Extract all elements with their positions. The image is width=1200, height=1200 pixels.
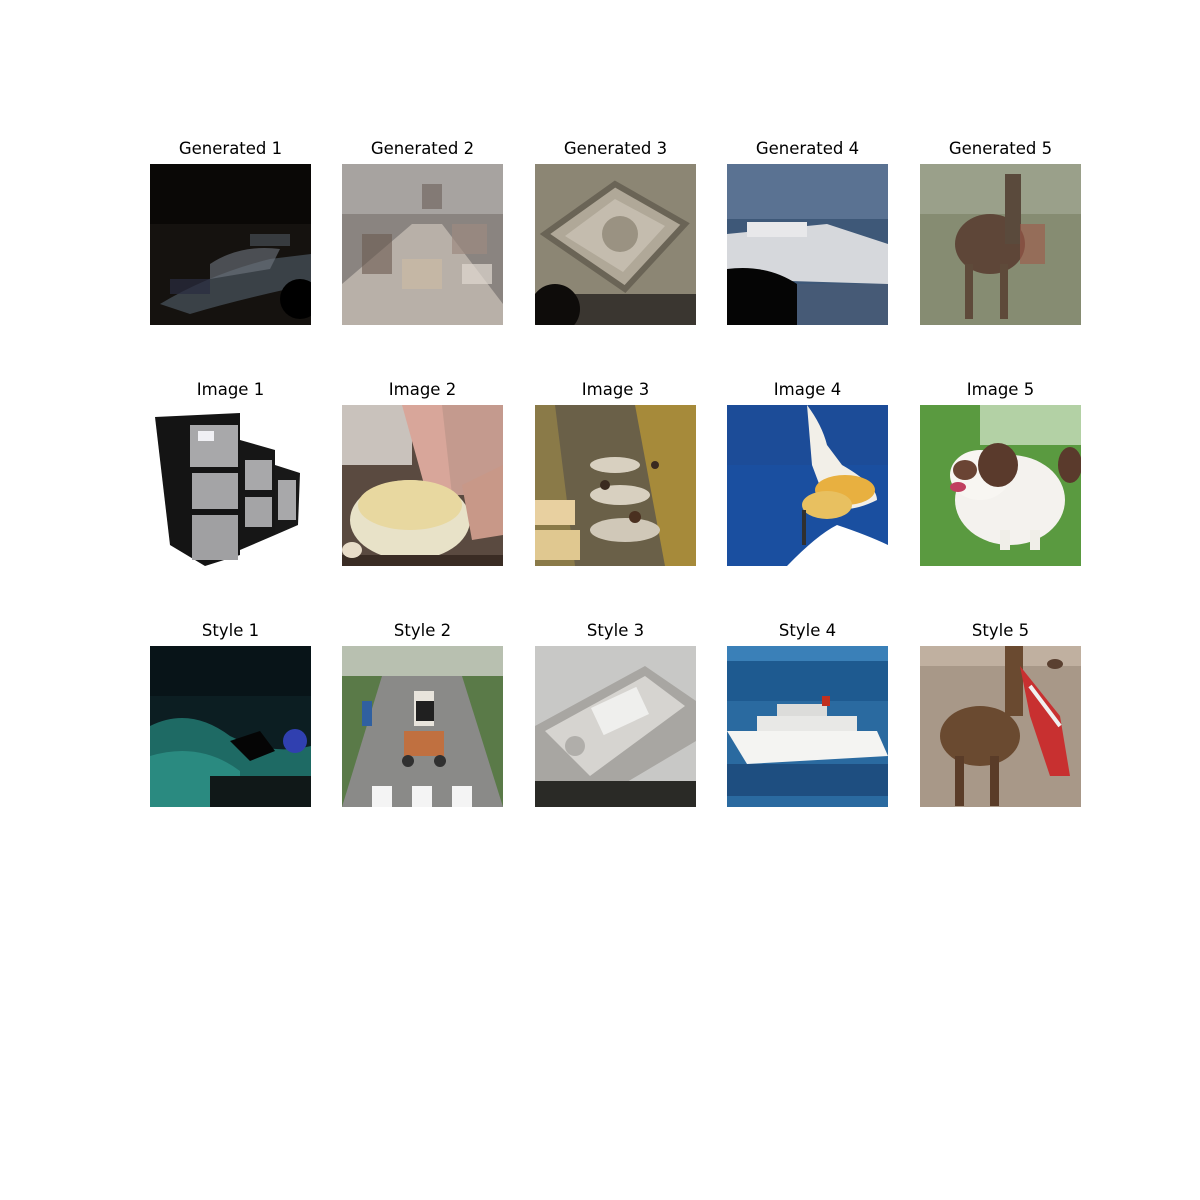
generated-image-5	[920, 164, 1081, 325]
generated-panel-1: Generated 1	[150, 139, 311, 325]
content-image-1	[150, 405, 311, 566]
image-panel-2: Image 2	[342, 380, 503, 566]
generated-image-4	[727, 164, 888, 325]
panel-title: Style 4	[778, 621, 837, 640]
generated-panel-2: Generated 2	[342, 139, 503, 325]
style-panel-3: Style 3	[535, 621, 696, 807]
style-image-2	[342, 646, 503, 807]
image-panel-1: Image 1	[150, 380, 311, 566]
panel-title: Image 3	[581, 380, 650, 399]
image-panel-3: Image 3	[535, 380, 696, 566]
content-image-4	[727, 405, 888, 566]
content-image-2	[342, 405, 503, 566]
style-panel-1: Style 1	[150, 621, 311, 807]
panel-title: Generated 2	[370, 139, 475, 158]
panel-title: Image 2	[388, 380, 457, 399]
style-panel-5: Style 5	[920, 621, 1081, 807]
panel-title: Style 3	[586, 621, 645, 640]
panel-title: Image 1	[196, 380, 265, 399]
image-panel-5: Image 5	[920, 380, 1081, 566]
panel-title: Image 5	[966, 380, 1035, 399]
panel-title: Style 2	[393, 621, 452, 640]
generated-panel-3: Generated 3	[535, 139, 696, 325]
generated-image-1	[150, 164, 311, 325]
panel-title: Style 5	[971, 621, 1030, 640]
style-image-3	[535, 646, 696, 807]
generated-image-2	[342, 164, 503, 325]
style-image-1	[150, 646, 311, 807]
panel-title: Image 4	[773, 380, 842, 399]
panel-title: Generated 4	[755, 139, 860, 158]
panel-title: Style 1	[201, 621, 260, 640]
style-panel-4: Style 4	[727, 621, 888, 807]
content-image-5	[920, 405, 1081, 566]
panel-title: Generated 3	[563, 139, 668, 158]
image-panel-4: Image 4	[727, 380, 888, 566]
style-image-5	[920, 646, 1081, 807]
generated-panel-4: Generated 4	[727, 139, 888, 325]
content-image-3	[535, 405, 696, 566]
panel-title: Generated 5	[948, 139, 1053, 158]
generated-panel-5: Generated 5	[920, 139, 1081, 325]
panel-title: Generated 1	[178, 139, 283, 158]
generated-image-3	[535, 164, 696, 325]
style-panel-2: Style 2	[342, 621, 503, 807]
style-image-4	[727, 646, 888, 807]
